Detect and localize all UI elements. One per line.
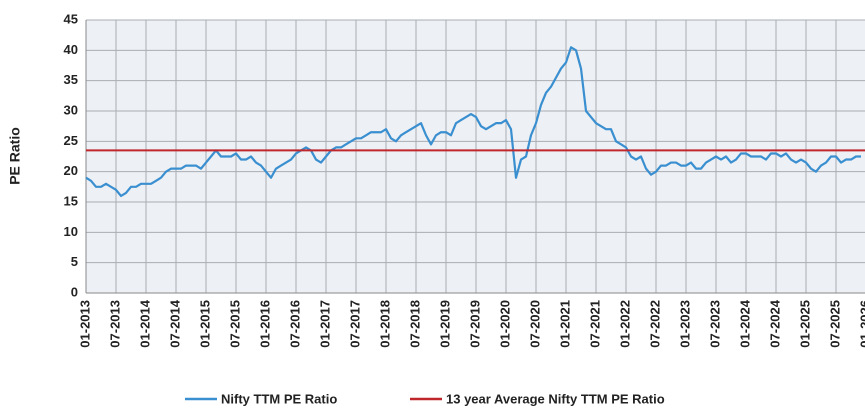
legend-label: 13 year Average Nifty TTM PE Ratio — [446, 391, 665, 406]
x-tick-label: 07-2016 — [287, 300, 302, 348]
y-tick-label: 5 — [71, 254, 78, 269]
x-tick-label: 07-2017 — [347, 300, 362, 348]
x-tick-label: 07-2024 — [767, 299, 782, 347]
x-tick-label: 07-2014 — [167, 299, 182, 347]
y-tick-label: 10 — [64, 224, 78, 239]
x-tick-label: 07-2020 — [527, 300, 542, 348]
x-tick-label: 01-2026 — [857, 300, 865, 348]
y-tick-label: 25 — [64, 133, 78, 148]
x-tick-label: 07-2018 — [407, 300, 422, 348]
y-tick-label: 20 — [64, 163, 78, 178]
x-tick-label: 01-2025 — [797, 300, 812, 348]
x-tick-label: 01-2017 — [317, 300, 332, 348]
y-tick-label: 30 — [64, 102, 78, 117]
x-tick-label: 01-2020 — [497, 300, 512, 348]
x-tick-label: 01-2013 — [77, 300, 92, 348]
x-tick-label: 07-2021 — [587, 300, 602, 348]
x-tick-label: 07-2015 — [227, 300, 242, 348]
x-tick-label: 01-2015 — [197, 300, 212, 348]
x-tick-label: 01-2019 — [437, 300, 452, 348]
data-line — [85, 46, 861, 198]
x-tick-label: 01-2023 — [677, 300, 692, 348]
x-tick-label: 07-2022 — [647, 300, 662, 348]
y-tick-label: 35 — [64, 72, 78, 87]
x-tick-label: 01-2018 — [377, 300, 392, 348]
y-tick-label: 40 — [64, 42, 78, 57]
y-tick-label: 15 — [64, 193, 78, 208]
y-tick-label: 0 — [71, 284, 78, 299]
x-tick-label: 07-2013 — [107, 300, 122, 348]
x-tick-label: 01-2022 — [617, 300, 632, 348]
y-axis-label: PE Ratio — [7, 127, 23, 185]
y-tick-label: 45 — [64, 11, 78, 26]
legend-label: Nifty TTM PE Ratio — [221, 391, 337, 406]
x-tick-label: 01-2021 — [557, 300, 572, 348]
x-tick-label: 07-2019 — [467, 300, 482, 348]
x-tick-label: 01-2024 — [737, 299, 752, 347]
x-tick-label: 07-2023 — [707, 300, 722, 348]
x-tick-label: 07-2025 — [827, 300, 842, 348]
x-tick-label: 01-2016 — [257, 300, 272, 348]
x-tick-label: 01-2014 — [137, 299, 152, 347]
